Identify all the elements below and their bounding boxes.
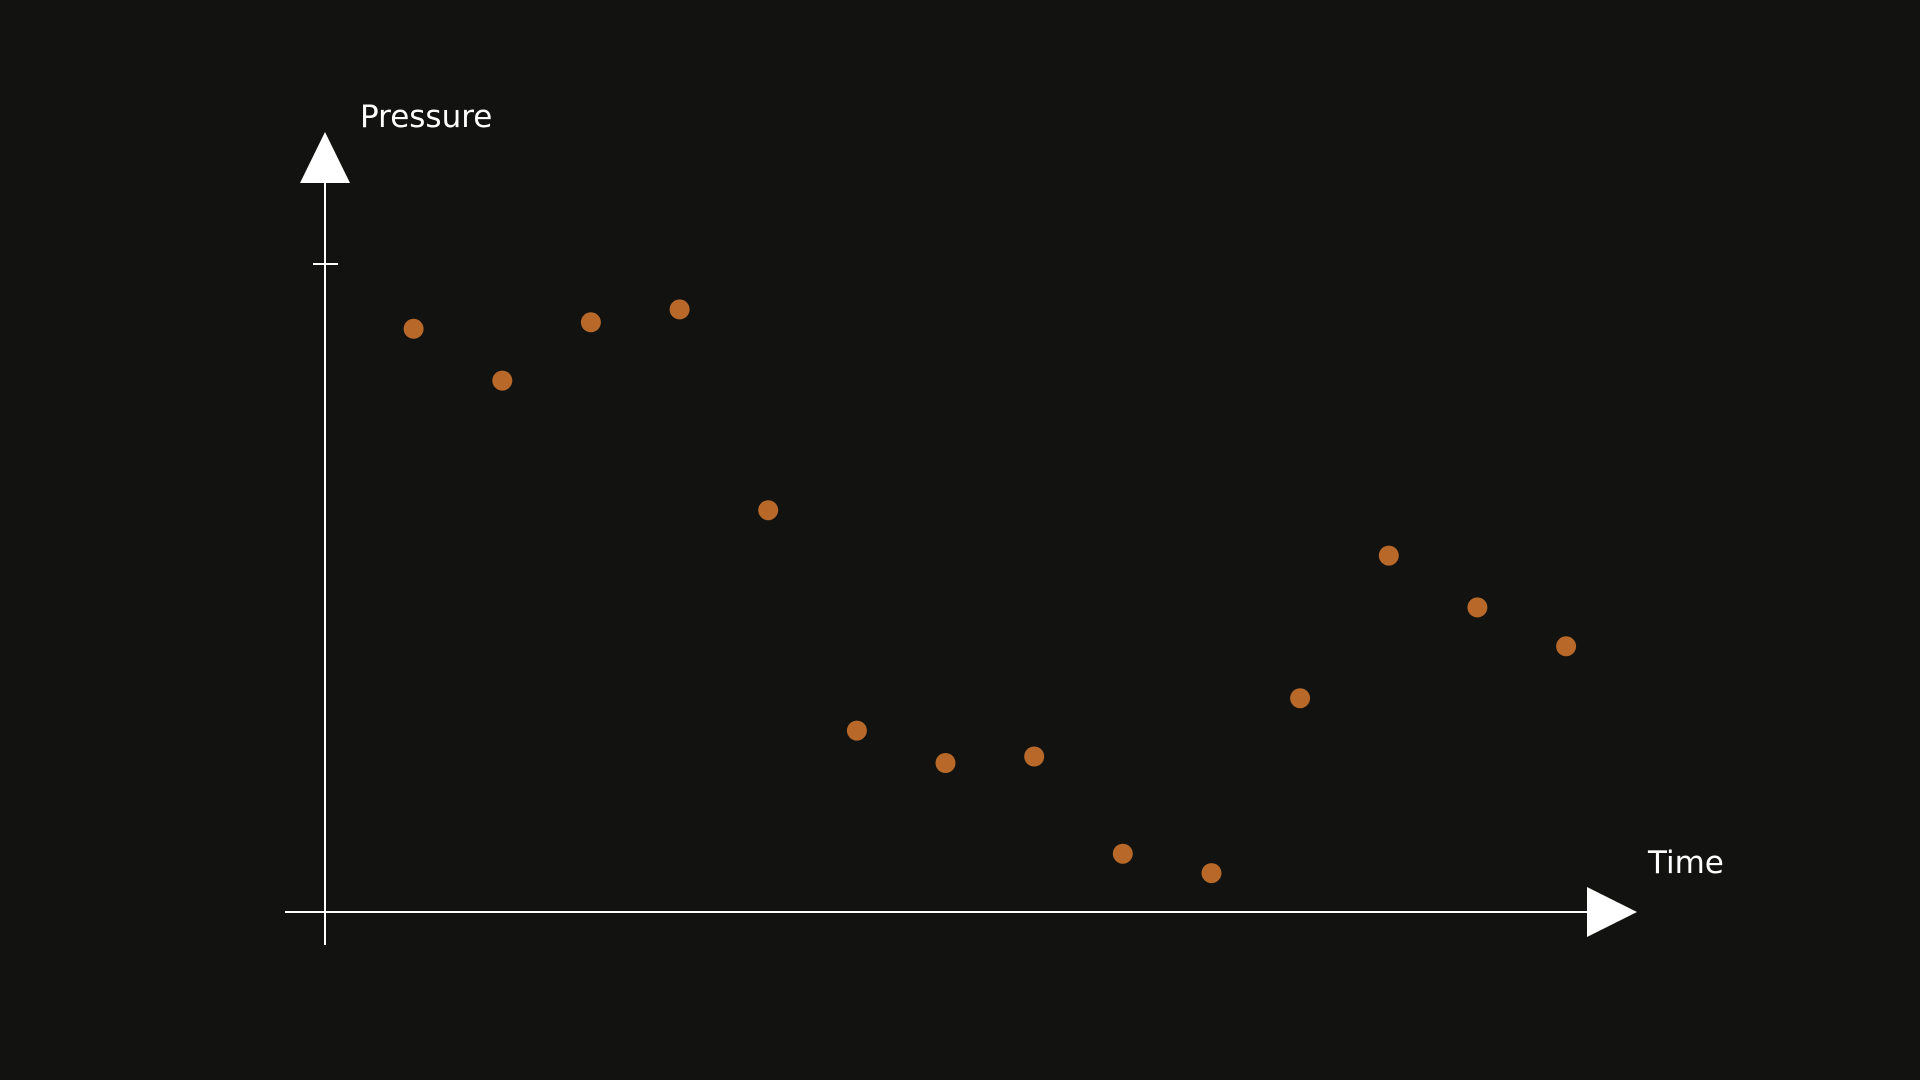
data-point-5 [758,500,779,521]
data-point-14 [1556,636,1577,657]
x-axis-arrow-icon [1587,887,1637,937]
y-axis-label: Pressure [360,99,492,135]
data-point-12 [1378,545,1399,566]
data-point-3 [580,312,601,333]
y-axis-arrow-icon [300,132,350,183]
data-point-13 [1467,597,1488,618]
data-point-6 [846,720,867,741]
data-point-10 [1201,863,1222,884]
data-point-1 [403,318,424,339]
data-point-4 [669,299,690,320]
data-point-2 [492,370,513,391]
data-point-9 [1112,843,1133,864]
data-point-8 [1024,746,1045,767]
data-point-7 [935,753,956,773]
x-axis-label: Time [1647,845,1724,881]
data-point-11 [1290,688,1311,709]
data-points [403,299,1577,884]
